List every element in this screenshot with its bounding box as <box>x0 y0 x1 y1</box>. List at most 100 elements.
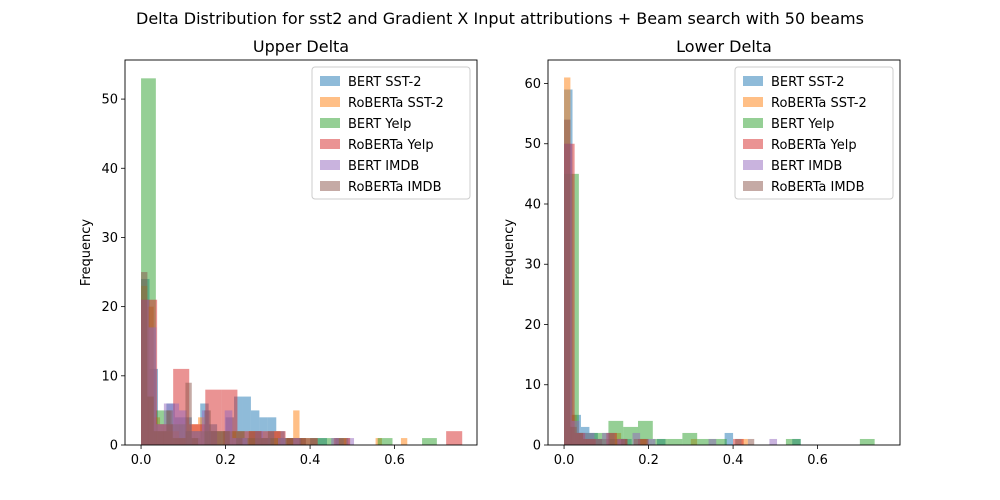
legend-swatch <box>743 139 763 149</box>
y-tick-label: 50 <box>524 137 541 152</box>
y-tick-label: 50 <box>101 93 118 108</box>
bar-bert-imdb-12 <box>239 438 248 445</box>
y-tick-label: 30 <box>524 258 541 273</box>
bar-roberta-yelp-11 <box>333 438 350 445</box>
bar-roberta-imdb-2 <box>576 432 584 445</box>
bar-roberta-imdb-10 <box>210 431 218 445</box>
legend-label: BERT SST-2 <box>771 75 845 90</box>
legend-label: BERT Yelp <box>348 117 411 132</box>
bar-roberta-imdb-1 <box>147 396 154 445</box>
y-tick-label: 30 <box>101 231 118 246</box>
bar-roberta-imdb-2 <box>153 431 161 445</box>
y-axis: 0 10 20 30 40 50 <box>101 93 125 454</box>
axes-frame <box>547 59 901 446</box>
x-tick-label: 0.4 <box>300 453 321 468</box>
bar-bert-imdb-4 <box>171 403 180 445</box>
bar-bert-imdb-8 <box>647 438 656 445</box>
y-tick-label: 0 <box>533 439 541 454</box>
legend-swatch <box>320 139 340 149</box>
bar-bert-imdb-18 <box>346 438 355 445</box>
bar-bert-imdb-9 <box>708 438 717 445</box>
legend-swatch <box>743 181 763 191</box>
legend-label: BERT Yelp <box>771 117 834 132</box>
bar-bert-sst-2-12 <box>242 396 251 445</box>
bar-roberta-imdb-7 <box>621 438 628 445</box>
x-tick-label: 0.0 <box>554 453 575 468</box>
bar-roberta-imdb-10 <box>747 438 755 445</box>
y-axis: 0 10 20 30 40 50 60 <box>524 77 548 454</box>
legend-swatch <box>320 76 340 86</box>
bar-roberta-imdb-18 <box>299 438 306 445</box>
legend-label: RoBERTa Yelp <box>771 138 857 153</box>
bar-bert-yelp-8 <box>682 432 698 445</box>
bar-bert-imdb-10 <box>769 438 778 445</box>
bar-roberta-sst-2-9 <box>741 438 748 445</box>
legend: BERT SST-2 RoBERTa SST-2 BERT Yelp RoBERTa … <box>734 66 894 200</box>
bar-roberta-imdb-8 <box>191 438 199 445</box>
bar-bert-yelp-12 <box>859 438 875 445</box>
bar-roberta-imdb-3 <box>160 431 167 445</box>
bar-roberta-yelp-12 <box>446 431 463 445</box>
y-tick-label: 10 <box>524 378 541 393</box>
legend-swatch <box>743 118 763 128</box>
bar-bert-imdb-1 <box>148 327 157 445</box>
legend-box <box>311 66 471 200</box>
legend-label: BERT SST-2 <box>348 75 422 90</box>
y-axis-label: Frequency <box>502 219 517 286</box>
bar-bert-yelp-14 <box>377 438 393 445</box>
y-tick-label: 20 <box>101 300 118 315</box>
bar-roberta-yelp-10 <box>301 438 318 445</box>
bar-bert-imdb-17 <box>331 438 339 445</box>
legend-swatch <box>320 181 340 191</box>
panel-title: Upper Delta <box>253 37 349 56</box>
y-tick-label: 40 <box>524 197 541 212</box>
x-tick-label: 0.0 <box>131 453 152 468</box>
bar-bert-yelp-7 <box>667 438 683 445</box>
bar-roberta-imdb-11 <box>223 431 230 445</box>
bar-roberta-imdb-5 <box>172 438 180 445</box>
y-tick-label: 40 <box>101 162 118 177</box>
bar-roberta-imdb-15 <box>261 438 268 445</box>
bar-bert-yelp-15 <box>422 438 437 445</box>
bar-roberta-imdb-7 <box>185 382 192 445</box>
bar-roberta-imdb-9 <box>204 410 211 445</box>
legend-swatch <box>743 97 763 107</box>
x-axis: 0.0 0.2 0.4 0.6 <box>131 445 405 468</box>
bar-bert-imdb-11 <box>232 438 240 445</box>
bar-roberta-imdb-4 <box>166 410 173 445</box>
legend-label: RoBERTa IMDB <box>771 180 865 195</box>
legend: BERT SST-2 RoBERTa SST-2 BERT Yelp RoBERTa … <box>311 66 471 200</box>
bar-bert-sst-2-13 <box>250 410 260 445</box>
bars-layer <box>141 78 463 445</box>
bar-roberta-imdb-9 <box>735 438 742 445</box>
bar-bert-yelp-12 <box>318 438 334 445</box>
bar-roberta-sst-2-21 <box>400 438 408 445</box>
bar-roberta-sst-2-17 <box>293 410 300 445</box>
x-tick-label: 0.6 <box>384 453 405 468</box>
legend-swatch <box>320 97 340 107</box>
upper-delta-panel: Upper Delta 0.0 0.2 0.4 0.6 0 10 20 30 40 50 Fre… <box>79 37 478 468</box>
bar-roberta-imdb-6 <box>608 432 615 445</box>
y-tick-label: 0 <box>110 439 118 454</box>
bar-bert-imdb-5 <box>602 432 610 445</box>
legend-swatch <box>320 118 340 128</box>
y-axis-label: Frequency <box>79 219 94 286</box>
bar-roberta-imdb-12 <box>236 438 243 445</box>
x-tick-label: 0.2 <box>638 453 659 468</box>
bar-bert-yelp-10 <box>711 438 727 445</box>
figure-title: Delta Distribution for sst2 and Gradient… <box>136 9 864 28</box>
bar-roberta-imdb-3 <box>583 438 590 445</box>
y-tick-label: 20 <box>524 318 541 333</box>
legend-label: BERT IMDB <box>771 159 842 174</box>
bar-roberta-imdb-0 <box>141 272 148 445</box>
bar-bert-imdb-10 <box>224 410 233 445</box>
bar-roberta-imdb-5 <box>595 438 603 445</box>
legend-label: BERT IMDB <box>348 159 419 174</box>
panel-title: Lower Delta <box>676 37 772 56</box>
bar-roberta-imdb-14 <box>255 431 262 445</box>
legend-box <box>734 66 894 200</box>
bar-bert-imdb-15 <box>277 438 286 445</box>
bar-roberta-imdb-8 <box>633 438 641 445</box>
axes-frame <box>124 59 478 446</box>
bar-bert-imdb-5 <box>179 410 187 445</box>
